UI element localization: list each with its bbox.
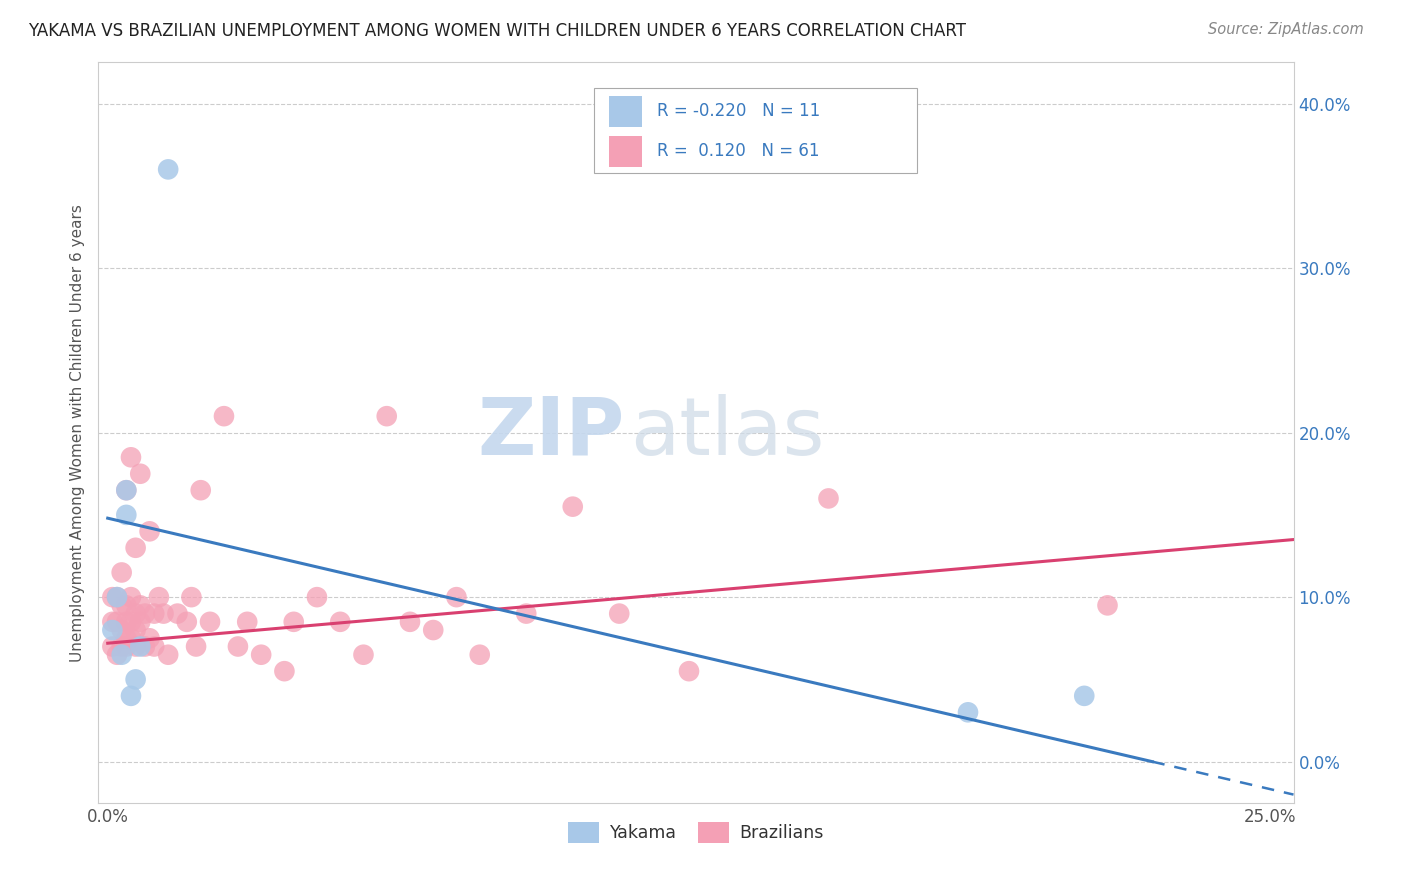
Text: atlas: atlas: [630, 393, 824, 472]
Point: [152, 607, 174, 621]
Point: [143, 607, 166, 621]
Point: [124, 607, 146, 621]
Point: [115, 615, 138, 629]
Point: [138, 524, 160, 539]
Point: [134, 640, 156, 654]
Text: ZIP: ZIP: [477, 393, 624, 472]
Point: [111, 566, 134, 580]
Text: R =  0.120   N = 61: R = 0.120 N = 61: [657, 142, 820, 161]
Point: [468, 648, 491, 662]
Point: [148, 590, 170, 604]
Point: [250, 648, 273, 662]
Point: [212, 409, 235, 424]
Point: [115, 599, 138, 613]
Point: [124, 673, 146, 687]
Point: [101, 590, 124, 604]
Point: [157, 162, 180, 177]
Point: [817, 491, 839, 506]
Point: [305, 590, 328, 604]
Point: [375, 409, 398, 424]
Point: [138, 632, 160, 646]
Point: [101, 615, 124, 629]
Text: R = -0.220   N = 11: R = -0.220 N = 11: [657, 102, 820, 120]
Point: [115, 640, 138, 654]
Y-axis label: Unemployment Among Women with Children Under 6 years: Unemployment Among Women with Children U…: [70, 203, 86, 662]
Point: [120, 615, 142, 629]
Point: [115, 632, 138, 646]
Point: [198, 615, 221, 629]
Point: [607, 607, 630, 621]
Point: [190, 483, 212, 498]
Point: [166, 607, 188, 621]
Point: [124, 640, 146, 654]
Legend: Yakama, Brazilians: Yakama, Brazilians: [561, 814, 831, 850]
Point: [105, 615, 128, 629]
Point: [120, 632, 142, 646]
Point: [143, 640, 166, 654]
Point: [111, 623, 134, 637]
Point: [353, 648, 375, 662]
Point: [236, 615, 259, 629]
Point: [105, 590, 128, 604]
FancyBboxPatch shape: [609, 95, 643, 127]
Point: [101, 623, 124, 637]
Point: [129, 599, 152, 613]
Point: [129, 615, 152, 629]
Text: YAKAMA VS BRAZILIAN UNEMPLOYMENT AMONG WOMEN WITH CHILDREN UNDER 6 YEARS CORRELA: YAKAMA VS BRAZILIAN UNEMPLOYMENT AMONG W…: [28, 22, 966, 40]
Point: [446, 590, 468, 604]
Point: [134, 607, 156, 621]
Point: [124, 541, 146, 555]
Point: [678, 664, 700, 678]
Point: [120, 450, 142, 465]
FancyBboxPatch shape: [609, 136, 643, 167]
Point: [329, 615, 352, 629]
Point: [956, 706, 979, 720]
Point: [129, 640, 152, 654]
Point: [226, 640, 249, 654]
FancyBboxPatch shape: [595, 88, 917, 173]
Point: [111, 640, 134, 654]
Point: [399, 615, 422, 629]
Point: [176, 615, 198, 629]
Point: [1097, 599, 1119, 613]
Point: [157, 648, 180, 662]
Point: [561, 500, 583, 514]
Point: [283, 615, 305, 629]
Point: [115, 483, 138, 498]
Point: [115, 508, 138, 522]
Point: [184, 640, 207, 654]
Point: [111, 599, 134, 613]
Point: [129, 467, 152, 481]
Point: [273, 664, 295, 678]
Point: [105, 590, 128, 604]
Point: [105, 648, 128, 662]
Point: [515, 607, 537, 621]
Point: [422, 623, 444, 637]
Point: [1073, 689, 1095, 703]
Point: [120, 590, 142, 604]
Point: [115, 483, 138, 498]
Text: Source: ZipAtlas.com: Source: ZipAtlas.com: [1208, 22, 1364, 37]
Point: [120, 689, 142, 703]
Point: [124, 623, 146, 637]
Point: [111, 648, 134, 662]
Point: [101, 640, 124, 654]
Point: [180, 590, 202, 604]
